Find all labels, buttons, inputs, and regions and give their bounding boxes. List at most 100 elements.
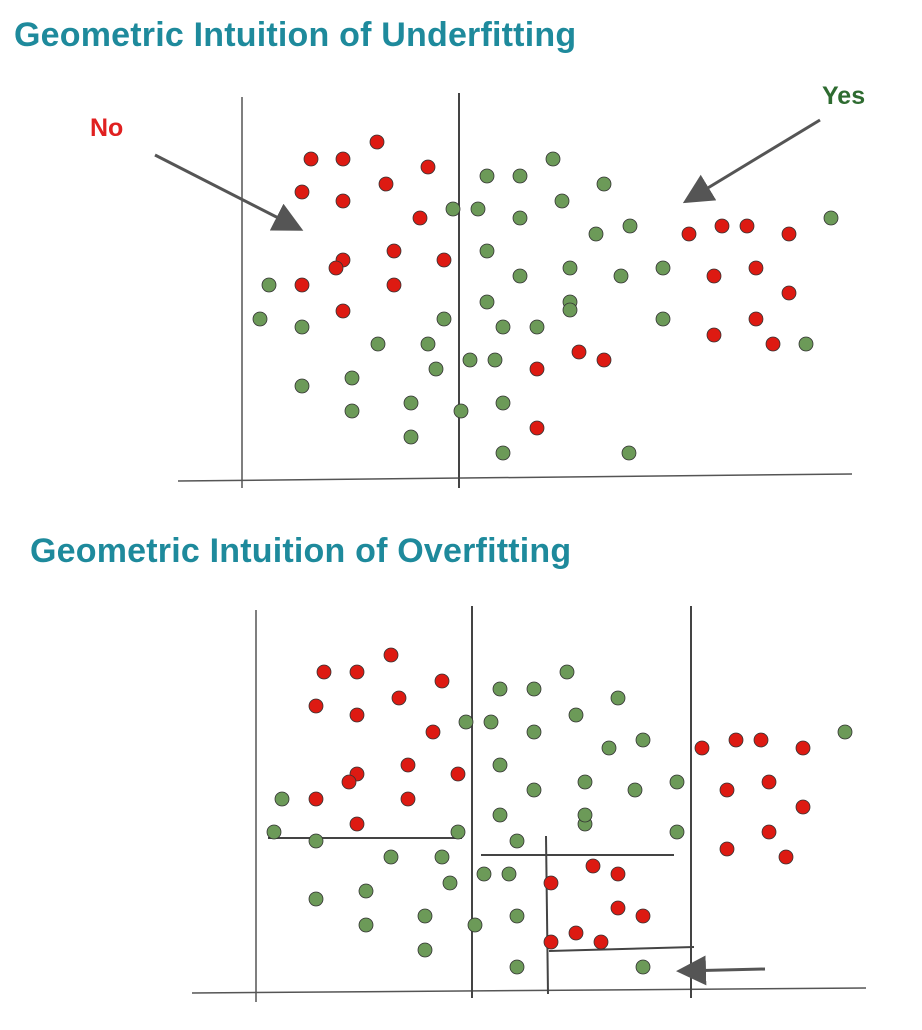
- red-point: [400, 791, 416, 807]
- no-arrow: [154, 153, 304, 231]
- green-point: [526, 681, 542, 697]
- red-point: [383, 647, 399, 663]
- green-point: [837, 724, 853, 740]
- green-point: [274, 791, 290, 807]
- green-point: [823, 210, 839, 226]
- red-point: [748, 311, 764, 327]
- red-point: [349, 664, 365, 680]
- green-point: [669, 774, 685, 790]
- green-point: [428, 361, 444, 377]
- red-point: [308, 698, 324, 714]
- green-point: [509, 908, 525, 924]
- red-point: [568, 925, 584, 941]
- red-point: [434, 673, 450, 689]
- red-point: [378, 176, 394, 192]
- underfitting-title: Geometric Intuition of Underfitting: [14, 16, 577, 54]
- green-point: [512, 168, 528, 184]
- red-point: [714, 218, 730, 234]
- red-point: [303, 151, 319, 167]
- green-point: [622, 218, 638, 234]
- red-point: [593, 934, 609, 950]
- green-point: [308, 833, 324, 849]
- green-point: [526, 724, 542, 740]
- red-point: [635, 908, 651, 924]
- yes-arrow: [682, 118, 821, 204]
- no-label: No: [90, 114, 123, 142]
- yes-label: Yes: [822, 82, 865, 110]
- green-point: [261, 277, 277, 293]
- red-point: [450, 766, 466, 782]
- red-point: [585, 858, 601, 874]
- green-point: [445, 201, 461, 217]
- red-point: [719, 782, 735, 798]
- green-point: [442, 875, 458, 891]
- red-point: [316, 664, 332, 680]
- red-point: [341, 774, 357, 790]
- green-point: [358, 917, 374, 933]
- green-point: [383, 849, 399, 865]
- red-point: [795, 799, 811, 815]
- overfitting-split-line: [548, 946, 695, 952]
- red-point: [391, 690, 407, 706]
- green-point: [596, 176, 612, 192]
- red-point: [596, 352, 612, 368]
- overfitting-title: Geometric Intuition of Overfitting: [30, 532, 572, 570]
- green-point: [344, 403, 360, 419]
- red-point: [335, 151, 351, 167]
- green-point: [509, 833, 525, 849]
- red-point: [610, 866, 626, 882]
- red-point: [781, 226, 797, 242]
- green-point: [495, 319, 511, 335]
- green-point: [509, 959, 525, 975]
- green-point: [476, 866, 492, 882]
- green-point: [798, 336, 814, 352]
- green-point: [562, 302, 578, 318]
- red-point: [706, 327, 722, 343]
- green-point: [470, 201, 486, 217]
- overfitting-diagram: [191, 606, 867, 1002]
- green-point: [434, 849, 450, 865]
- green-point: [512, 210, 528, 226]
- green-point: [562, 260, 578, 276]
- red-point: [436, 252, 452, 268]
- green-point: [483, 714, 499, 730]
- red-point: [795, 740, 811, 756]
- red-point: [765, 336, 781, 352]
- red-point: [335, 193, 351, 209]
- overfitting-points: [266, 647, 853, 975]
- green-point: [669, 824, 685, 840]
- green-point: [568, 707, 584, 723]
- green-point: [467, 917, 483, 933]
- green-point: [344, 370, 360, 386]
- green-point: [420, 336, 436, 352]
- overfitting-split-line: [545, 835, 549, 995]
- green-point: [403, 429, 419, 445]
- red-point: [294, 277, 310, 293]
- red-point: [335, 303, 351, 319]
- overfitting-x-axis: [191, 987, 867, 994]
- red-point: [386, 243, 402, 259]
- green-point: [252, 311, 268, 327]
- red-point: [425, 724, 441, 740]
- green-point: [512, 268, 528, 284]
- green-point: [479, 168, 495, 184]
- red-point: [412, 210, 428, 226]
- green-point: [577, 807, 593, 823]
- red-point: [610, 900, 626, 916]
- green-point: [403, 395, 419, 411]
- red-point: [706, 268, 722, 284]
- green-point: [526, 782, 542, 798]
- green-point: [308, 891, 324, 907]
- red-point: [681, 226, 697, 242]
- red-point: [294, 184, 310, 200]
- overfit-region-arrow: [676, 955, 766, 986]
- green-point: [635, 959, 651, 975]
- green-point: [635, 732, 651, 748]
- red-point: [728, 732, 744, 748]
- red-point: [349, 707, 365, 723]
- green-point: [495, 395, 511, 411]
- green-point: [492, 681, 508, 697]
- green-point: [495, 445, 511, 461]
- green-point: [588, 226, 604, 242]
- red-point: [328, 260, 344, 276]
